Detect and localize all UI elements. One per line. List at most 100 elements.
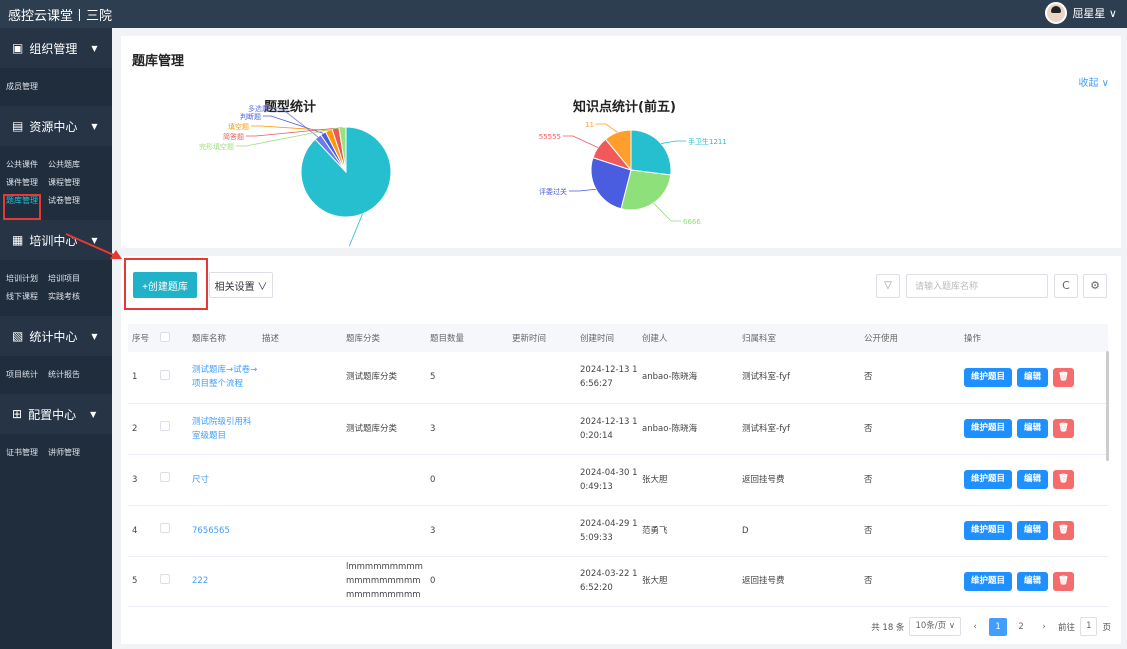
bank-name-link[interactable]: 尺寸: [188, 454, 258, 506]
sidebar-item-members[interactable]: 成员管理: [6, 82, 38, 91]
edit-button[interactable]: 编辑: [1017, 367, 1049, 387]
pie-label: 手卫生1211: [688, 137, 727, 146]
bank-name-link[interactable]: 222: [188, 556, 258, 607]
create-bank-button[interactable]: +创建题库: [133, 272, 197, 298]
page-2-button[interactable]: 2: [1018, 621, 1024, 632]
table-scrollbar[interactable]: [1106, 351, 1109, 461]
maintain-questions-button[interactable]: 维护题目: [964, 470, 1013, 489]
cell-updated: [508, 505, 576, 557]
highlight-box-sidebar: [3, 194, 41, 220]
cell-created: 2024-03-22 16:52:20: [576, 556, 638, 607]
sidebar-item-practice[interactable]: 实践考核: [48, 292, 80, 301]
sidebar-item-plan[interactable]: 培训计划: [6, 274, 38, 283]
avatar[interactable]: [1045, 2, 1068, 24]
pie-label-line: [563, 135, 599, 148]
cell-desc: [258, 403, 342, 455]
sidebar-item-courseware[interactable]: 课件管理: [6, 178, 38, 187]
sidebar-item-report[interactable]: 统计报告: [48, 370, 80, 379]
sidebar-section-stats[interactable]: ▧ 统计中心 ▼: [0, 316, 112, 356]
filter-icon[interactable]: ▽: [876, 274, 900, 298]
maintain-questions-button[interactable]: 维护题目: [964, 521, 1013, 540]
cell-creator: anbao-陈晓海: [638, 352, 738, 404]
pie-label-line: [251, 125, 329, 131]
maintain-questions-button[interactable]: 维护题目: [964, 367, 1013, 387]
cell-public: 否: [860, 454, 960, 506]
prev-page-button[interactable]: ‹: [973, 621, 977, 632]
cell-count: 0: [426, 454, 508, 506]
sidebar-item-courses[interactable]: 课程管理: [48, 178, 80, 187]
goto-page-input[interactable]: 1: [1080, 617, 1098, 636]
edit-button[interactable]: 编辑: [1017, 521, 1049, 540]
sidebar-item-project-stats[interactable]: 项目统计: [6, 370, 38, 379]
sidebar-section-resource[interactable]: ▤ 资源中心 ▼: [0, 106, 112, 146]
cell-actions: 维护题目 编辑 🗑: [960, 454, 1108, 506]
settings-gear-icon[interactable]: ⚙: [1083, 274, 1107, 298]
pie-slice[interactable]: [590, 157, 632, 210]
settings-dropdown-button[interactable]: 相关设置 ∨: [209, 272, 273, 298]
cell-department: 返回挂号费: [738, 556, 860, 607]
sidebar-item-lecturer[interactable]: 讲师管理: [48, 448, 80, 457]
maintain-questions-button[interactable]: 维护题目: [964, 419, 1013, 438]
row-checkbox[interactable]: [156, 352, 188, 404]
row-checkbox[interactable]: [156, 454, 188, 506]
pie-label: 完形填空题: [199, 142, 234, 151]
cell-category: lmmmmmmmmmmmmmmmmmmmmmmmmmmm: [342, 556, 426, 607]
page-size-select[interactable]: 10条/页 ∨: [909, 617, 962, 636]
table-row: 4 7656565 3 2024-04-29 15:09:33 范勇飞 D 否维护题目 编辑 🗑: [128, 505, 1108, 557]
edit-button[interactable]: 编辑: [1017, 470, 1049, 489]
sidebar-item-project[interactable]: 培训项目: [48, 274, 80, 283]
delete-icon[interactable]: 🗑: [1053, 470, 1074, 489]
next-page-button[interactable]: ›: [1042, 621, 1046, 632]
sidebar-item-certificate[interactable]: 证书管理: [6, 448, 38, 457]
edit-button[interactable]: 编辑: [1017, 419, 1049, 438]
sidebar-section-label: 培训中心: [29, 233, 78, 248]
sidebar-section-label: 配置中心: [28, 407, 77, 422]
table-row: 2 测试院级引用科室级题目 测试题库分类 3 2024-12-13 10:20:14 an…: [128, 403, 1108, 455]
pie-slice[interactable]: [620, 169, 672, 211]
bank-name-link[interactable]: 测试题库→试卷→项目整个流程: [188, 352, 258, 404]
delete-icon[interactable]: 🗑: [1053, 419, 1074, 438]
table-row: 1 测试题库→试卷→项目整个流程 测试题库分类 5 2024-12-13 16:56:2…: [128, 352, 1108, 404]
select-all-checkbox[interactable]: [156, 324, 188, 352]
highlight-box-create: [124, 258, 208, 310]
page-1-button[interactable]: 1: [989, 617, 1008, 636]
sidebar-item-papers[interactable]: 试卷管理: [48, 196, 80, 205]
delete-icon[interactable]: 🗑: [1053, 571, 1074, 591]
maintain-questions-button[interactable]: 维护题目: [964, 571, 1013, 591]
row-checkbox[interactable]: [156, 556, 188, 607]
cell-desc: [258, 505, 342, 557]
sidebar: ▣ 组织管理 ▼ 成员管理 ▤ 资源中心 ▼ 公共课件 公共题库 课件管理 课程管理 题库管…: [0, 28, 112, 649]
collapse-toggle[interactable]: 收起 ∨: [1078, 78, 1110, 89]
user-menu[interactable]: 屈星星 ∨: [1045, 2, 1117, 24]
user-name[interactable]: 屈星星 ∨: [1072, 7, 1117, 20]
cell-actions: 维护题目 编辑 🗑: [960, 403, 1108, 455]
pie-label: 11: [585, 121, 594, 129]
total-count: 共 18 条: [871, 622, 905, 633]
caret-down-icon: ▼: [91, 121, 98, 131]
sidebar-item-offline[interactable]: 线下课程: [6, 292, 38, 301]
pie-slice[interactable]: [630, 129, 672, 176]
bank-name-link[interactable]: 7656565: [188, 505, 258, 557]
cell-creator: 范勇飞: [638, 505, 738, 557]
row-checkbox[interactable]: [156, 505, 188, 557]
delete-icon[interactable]: 🗑: [1053, 367, 1074, 387]
cell-updated: [508, 454, 576, 506]
sidebar-item-public-courseware[interactable]: 公共课件: [6, 160, 38, 169]
pie-label: 填空题: [228, 122, 249, 131]
search-input[interactable]: [906, 274, 1048, 298]
edit-button[interactable]: 编辑: [1017, 571, 1049, 591]
row-checkbox[interactable]: [156, 403, 188, 455]
sidebar-section-training[interactable]: ▦ 培训中心 ▼: [0, 220, 112, 260]
pie-label-line: [348, 213, 363, 246]
cell-count: 3: [426, 505, 508, 557]
pie-label: 判断题: [240, 112, 261, 121]
cell-created: 2024-12-13 10:20:14: [576, 403, 638, 455]
bank-name-link[interactable]: 测试院级引用科室级题目: [188, 403, 258, 455]
sidebar-section-org[interactable]: ▣ 组织管理 ▼: [0, 28, 112, 68]
col-header: 公开使用: [864, 334, 899, 344]
sidebar-item-question-bank[interactable]: 题库管理: [6, 196, 38, 205]
sidebar-section-config[interactable]: ⊞ 配置中心 ▼: [0, 394, 112, 434]
sidebar-item-public-bank[interactable]: 公共题库: [48, 160, 80, 169]
refresh-icon[interactable]: C: [1054, 274, 1078, 298]
delete-icon[interactable]: 🗑: [1053, 521, 1074, 540]
